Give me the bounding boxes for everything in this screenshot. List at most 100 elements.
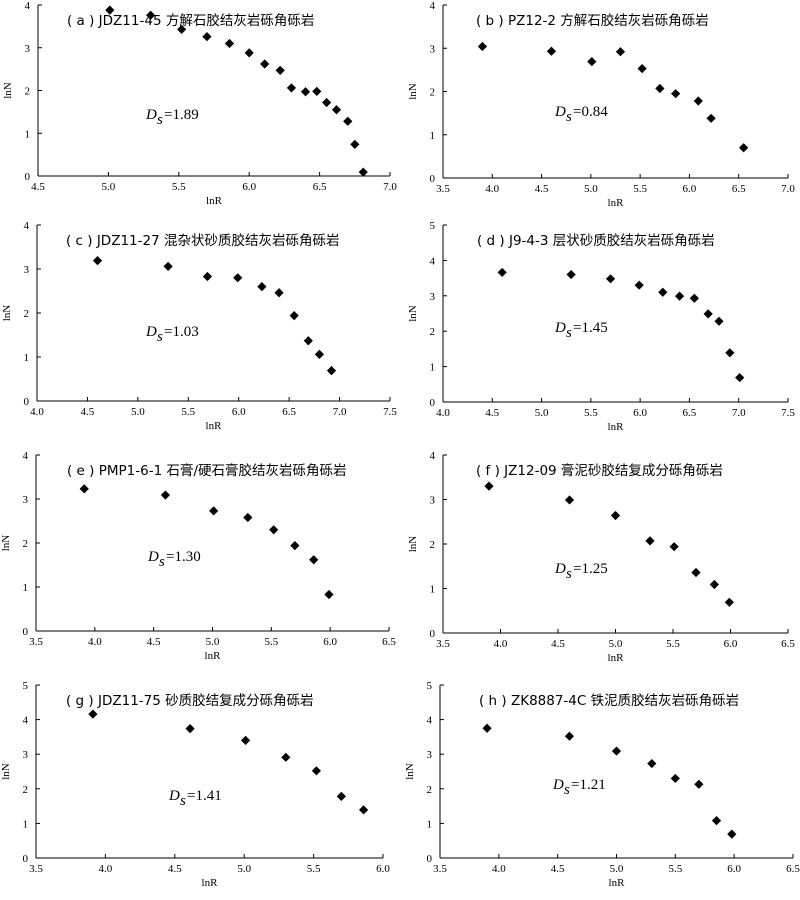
- y-tick-label: 0: [23, 853, 29, 865]
- ds-subscript: s: [180, 793, 186, 809]
- x-tick-label: 4.0: [88, 636, 102, 648]
- y-axis-label: lnN: [407, 83, 419, 100]
- data-point: [202, 32, 212, 42]
- panel-e: 0 1 2 3 4 3.5 4.0 4.5 5.0 5.5 6.0 6.5 lnR lnN ( e ) PM…: [0, 450, 396, 662]
- x-tick-label: 4.0: [436, 407, 450, 419]
- x-tick-label: 7.5: [781, 407, 795, 419]
- data-point: [343, 116, 353, 126]
- x-tick-label: 6.0: [633, 407, 647, 419]
- x-tick-label: 5.0: [535, 407, 549, 419]
- ds-subscript: s: [566, 325, 572, 341]
- data-point: [727, 829, 737, 839]
- x-tick-label: 4.5: [81, 406, 95, 418]
- x-tick-label: 6.5: [313, 181, 327, 193]
- data-point: [350, 139, 360, 149]
- data-point: [484, 481, 494, 491]
- y-tick-label: 0: [430, 397, 436, 409]
- y-tick-label: 0: [430, 173, 436, 185]
- data-point: [79, 484, 89, 494]
- panel-title: ( f ) JZ12-09 膏泥砂胶结复成分砾角砾岩: [476, 462, 723, 479]
- y-tick-label: 2: [25, 86, 31, 98]
- x-tick-label: 6.5: [382, 636, 396, 648]
- ds-value: =1.45: [573, 320, 608, 336]
- y-tick-label: 4: [427, 715, 433, 727]
- data-point: [281, 752, 291, 762]
- y-tick-label: 2: [430, 326, 436, 338]
- x-axis-label: lnR: [206, 420, 223, 432]
- ds-symbol: D: [145, 107, 157, 123]
- panel-f: 0 1 2 3 4 3.5 4.0 4.5 5.0 5.5 6.0 6.5 lnR lnN ( f ) JZ…: [407, 450, 795, 664]
- y-tick-label: 3: [430, 291, 436, 303]
- x-tick-label: 4.5: [147, 636, 161, 648]
- data-point: [694, 779, 704, 789]
- data-point: [669, 542, 679, 552]
- x-tick-label: 5.0: [131, 406, 145, 418]
- panel-title: ( a ) JDZ11-45 方解石胶结灰岩砾角砾岩: [67, 12, 314, 29]
- ds-symbol: D: [145, 324, 157, 340]
- x-tick-label: 6.0: [323, 636, 337, 648]
- data-point: [711, 816, 722, 826]
- data-point: [724, 597, 734, 607]
- y-tick-label: 0: [25, 171, 31, 183]
- x-tick-label: 6.5: [683, 407, 697, 419]
- data-point: [693, 96, 703, 106]
- data-point: [735, 372, 745, 383]
- y-tick-label: 3: [23, 494, 29, 506]
- x-axis-label: lnR: [609, 877, 626, 889]
- y-tick-label: 1: [427, 818, 433, 830]
- data-point: [671, 89, 681, 99]
- y-axis-label: lnN: [1, 305, 13, 322]
- x-tick-label: 4.0: [485, 183, 499, 195]
- x-axis-label: lnR: [202, 877, 219, 889]
- data-point: [587, 57, 597, 67]
- x-tick-label: 4.5: [31, 181, 45, 193]
- x-tick-label: 5.0: [609, 638, 623, 650]
- panel-title: ( d ) J9-4-3 层状砂质胶结灰岩砾角砾岩: [477, 232, 715, 249]
- data-point: [739, 143, 749, 153]
- x-tick-label: 4.5: [168, 863, 182, 875]
- data-point: [240, 735, 251, 745]
- ds-subscript: s: [159, 554, 165, 570]
- data-point: [611, 746, 622, 756]
- data-point: [358, 167, 368, 177]
- data-point: [274, 288, 284, 298]
- ds-value: =1.21: [571, 777, 606, 793]
- y-tick-label: 1: [25, 128, 31, 140]
- ds-subscript: s: [564, 782, 570, 798]
- y-axis-label: lnN: [407, 305, 419, 322]
- data-point: [637, 63, 647, 74]
- x-tick-label: 6.5: [781, 638, 795, 650]
- data-point: [233, 273, 243, 283]
- ds-symbol: D: [147, 549, 159, 565]
- y-tick-label: 1: [430, 584, 436, 596]
- x-tick-label: 5.0: [610, 863, 624, 875]
- data-point: [275, 65, 285, 76]
- y-tick-label: 0: [427, 853, 433, 865]
- data-point: [312, 86, 322, 96]
- x-tick-label: 5.5: [584, 407, 598, 419]
- ds-subscript: s: [157, 329, 163, 345]
- x-tick-label: 5.0: [237, 863, 251, 875]
- panel-h: 0 1 2 3 4 5 3.5 4.0 4.5 5.0 5.5 6.0 6.5 lnR lnN ( h ) Z…: [404, 680, 800, 889]
- y-tick-label: 4: [23, 715, 29, 727]
- data-point: [163, 261, 173, 271]
- data-point: [311, 766, 321, 776]
- x-tick-label: 5.0: [102, 181, 116, 193]
- panel-d: 0 1 2 3 4 5 4.0 4.5 5.0 5.5 6.0 6.5 7.0 7.5 lnR lnN ( d …: [407, 220, 795, 433]
- x-axis-label: lnR: [608, 652, 625, 664]
- y-tick-label: 5: [427, 680, 433, 692]
- x-tick-label: 6.0: [727, 863, 741, 875]
- data-point: [566, 269, 576, 280]
- data-point: [202, 271, 213, 282]
- x-tick-label: 3.5: [29, 636, 43, 648]
- x-axis-label: lnR: [206, 195, 223, 207]
- x-tick-label: 6.0: [232, 406, 246, 418]
- x-tick-label: 7.5: [383, 406, 397, 418]
- x-tick-label: 6.0: [242, 181, 256, 193]
- y-tick-label: 1: [23, 582, 29, 594]
- y-tick-label: 0: [430, 628, 436, 640]
- x-tick-label: 4.0: [30, 406, 44, 418]
- ds-symbol: D: [554, 104, 566, 120]
- data-point: [482, 723, 492, 733]
- data-point: [703, 309, 713, 319]
